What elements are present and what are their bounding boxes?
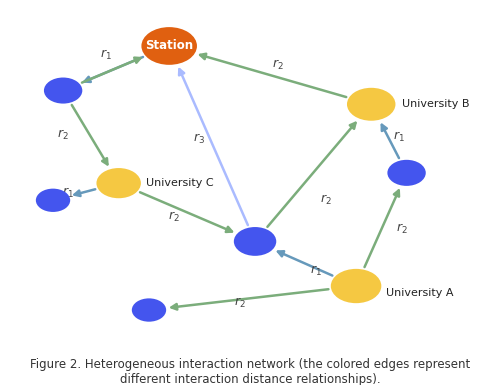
Text: $r_1$: $r_1$ — [62, 186, 74, 201]
FancyArrowPatch shape — [84, 57, 143, 82]
Text: $r_2$: $r_2$ — [57, 128, 69, 142]
Circle shape — [142, 27, 197, 65]
FancyArrowPatch shape — [172, 289, 328, 310]
FancyArrowPatch shape — [140, 192, 232, 232]
Circle shape — [347, 88, 396, 121]
Circle shape — [44, 77, 82, 104]
FancyArrowPatch shape — [364, 191, 399, 267]
Circle shape — [132, 298, 166, 322]
Text: $r_2$: $r_2$ — [396, 223, 407, 236]
Text: Figure 2. Heterogeneous interaction network (the colored edges represent
differe: Figure 2. Heterogeneous interaction netw… — [30, 358, 470, 385]
Circle shape — [234, 227, 276, 256]
Text: $r_2$: $r_2$ — [234, 296, 246, 310]
Text: $r_1$: $r_1$ — [100, 47, 112, 62]
Text: $r_2$: $r_2$ — [168, 210, 180, 224]
FancyArrowPatch shape — [179, 69, 248, 225]
FancyArrowPatch shape — [74, 189, 95, 196]
Circle shape — [96, 168, 141, 198]
Text: $r_3$: $r_3$ — [194, 132, 205, 146]
Text: $r_1$: $r_1$ — [310, 264, 322, 278]
Text: $r_2$: $r_2$ — [272, 58, 283, 72]
FancyArrowPatch shape — [72, 105, 108, 164]
Circle shape — [36, 189, 70, 212]
Circle shape — [388, 160, 426, 186]
FancyArrowPatch shape — [82, 58, 140, 83]
Text: $r_2$: $r_2$ — [320, 193, 332, 208]
Text: $r_1$: $r_1$ — [393, 130, 405, 144]
FancyArrowPatch shape — [268, 123, 356, 227]
Text: University B: University B — [402, 99, 469, 109]
FancyArrowPatch shape — [200, 54, 346, 97]
Text: University C: University C — [146, 178, 214, 188]
Text: Station: Station — [145, 40, 193, 52]
Text: University A: University A — [386, 288, 454, 298]
FancyArrowPatch shape — [382, 125, 399, 158]
FancyArrowPatch shape — [278, 251, 332, 276]
Circle shape — [331, 269, 382, 303]
